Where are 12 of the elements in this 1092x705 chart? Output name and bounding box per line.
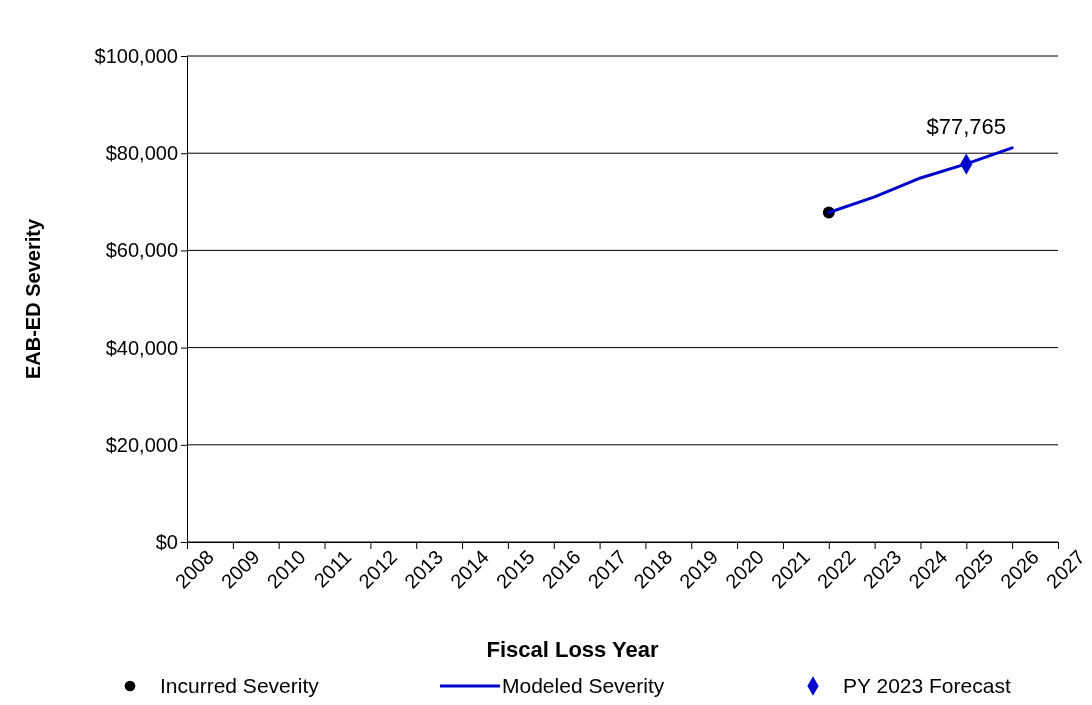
y-tick-label: $40,000 <box>105 336 178 359</box>
legend-label: Incurred Severity <box>160 674 320 697</box>
y-axis-title: EAB-ED Severity <box>22 218 44 380</box>
y-tick-label: $0 <box>155 530 178 553</box>
y-tick-label: $60,000 <box>105 239 178 262</box>
x-axis-title: Fiscal Loss Year <box>486 637 659 662</box>
y-tick-label: $20,000 <box>105 433 178 456</box>
legend-label: Modeled Severity <box>502 674 665 697</box>
data-label: $77,765 <box>926 114 1007 140</box>
y-tick-label: $100,000 <box>94 44 178 67</box>
y-tick-label: $80,000 <box>105 142 178 165</box>
legend-label: PY 2023 Forecast <box>843 674 1011 697</box>
